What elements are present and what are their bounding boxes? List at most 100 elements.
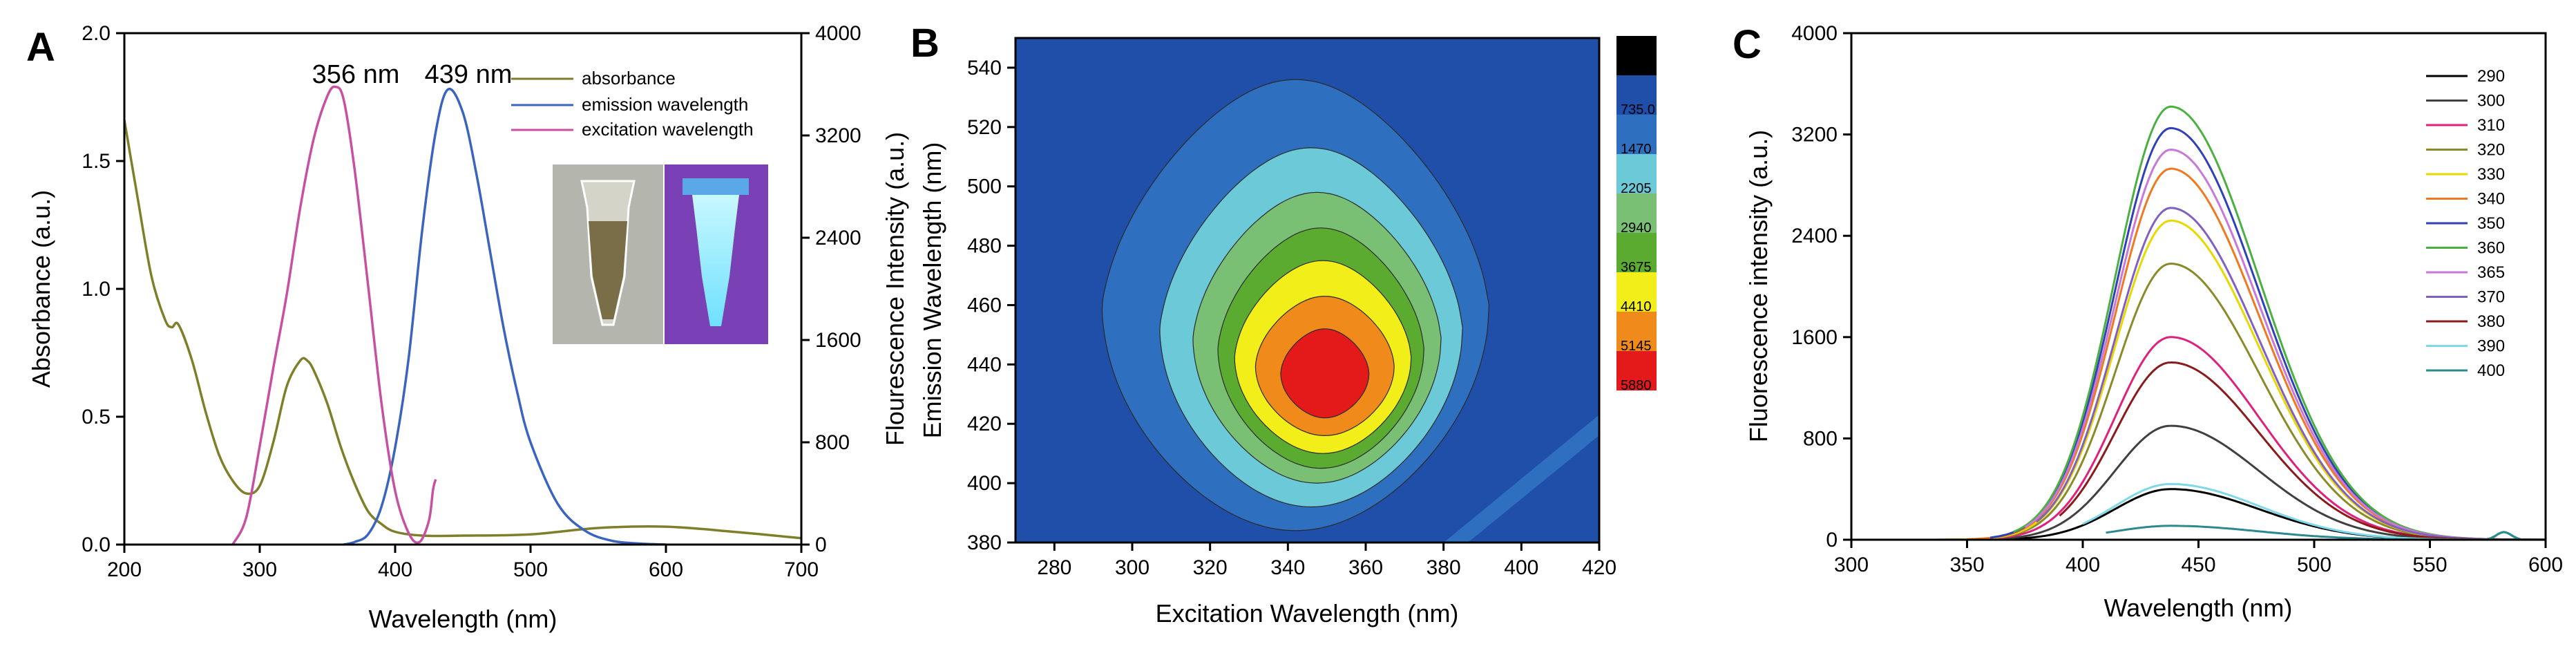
panel-a-ytick-label: 1.0 <box>82 278 111 301</box>
panel-c-xtick-label: 300 <box>1834 554 1869 576</box>
panel-a-legend: absorbance emission wavelength excitatio… <box>511 68 754 140</box>
panel-a-ytick-label: 2.0 <box>82 22 111 45</box>
colorbar-label: 1470 <box>1621 142 1652 157</box>
panel-c-xtick-label: 450 <box>2181 554 2215 576</box>
inset-photo <box>553 164 768 344</box>
panel-a-xtick-label: 200 <box>107 558 142 581</box>
legend-label-360: 360 <box>2477 239 2505 258</box>
colorbar-swatch <box>1616 233 1657 272</box>
colorbar-label: 5145 <box>1621 339 1652 354</box>
panel-c-ytick-label: 0 <box>1826 529 1838 551</box>
legend-label-370: 370 <box>2477 288 2505 307</box>
contour-level-5880 <box>1280 328 1370 419</box>
colorbar-swatch <box>1616 115 1657 154</box>
panel-b: B 280 300 320 340 360 380 400 420 380 400 420 440 46… <box>910 21 1657 628</box>
colorbar-label: 5880 <box>1621 378 1652 393</box>
panel-a-ytick-label: 1.5 <box>82 150 111 173</box>
contour-corner-band <box>1444 415 1599 542</box>
panel-c-ytick-label: 1600 <box>1791 326 1838 349</box>
panel-a-frame <box>123 32 803 546</box>
colorbar-label: 2940 <box>1621 220 1652 236</box>
panel-b-ytick-label: 460 <box>967 294 1002 317</box>
panel-a-xtick-label: 400 <box>378 558 412 581</box>
panel-a-y2tick-label: 1600 <box>815 329 861 352</box>
tube-daylight-liquid <box>589 221 627 319</box>
annotation-439nm: 439 nm <box>425 60 513 89</box>
legend-label-400: 400 <box>2477 361 2505 380</box>
panel-a-y2tick-label: 4000 <box>815 22 861 45</box>
panel-a: A 200 300 400 500 600 700 0.0 0.5 1.0 1.5 2.0 0 800 1… <box>26 22 909 633</box>
colorbar-label: 2205 <box>1621 181 1652 196</box>
absorbance-curve <box>124 120 801 540</box>
panel-b-xtick-label: 360 <box>1348 556 1383 579</box>
panel-b-ylabel: Emission Wavelength (nm) <box>918 142 946 439</box>
panel-b-ytick-label: 540 <box>967 57 1002 79</box>
emission-curve-340 <box>1967 167 2546 540</box>
panel-b-xtick-label: 380 <box>1427 556 1461 579</box>
panel-a-y2label: Flourescence Intensity (a.u.) <box>881 132 909 446</box>
panel-a-y2tick-label: 3200 <box>815 124 861 147</box>
legend-label-310: 310 <box>2477 116 2505 135</box>
excitation-curve <box>231 85 437 545</box>
emission-curve-300 <box>1851 424 2546 540</box>
panel-b-xlabel: Excitation Wavelength (nm) <box>1156 599 1459 628</box>
panel-c-ytick-label: 2400 <box>1791 225 1838 247</box>
colorbar-label: 3675 <box>1621 260 1652 275</box>
panel-b-xtick-label: 300 <box>1115 556 1149 579</box>
panel-c-xtick-label: 500 <box>2297 554 2331 576</box>
panel-b-xtick-label: 400 <box>1504 556 1538 579</box>
panel-c-letter: C <box>1733 22 1762 67</box>
panel-c-xtick-label: 400 <box>2065 554 2100 576</box>
panel-a-xtick-label: 300 <box>242 558 277 581</box>
colorbar-swatch <box>1616 154 1657 194</box>
panel-b-xtick-label: 320 <box>1193 556 1228 579</box>
emission-curve-310 <box>1898 336 2546 540</box>
emission-curve <box>343 87 667 545</box>
panel-c-xlabel: Wavelength (nm) <box>2104 594 2293 622</box>
panel-b-xtick-label: 280 <box>1037 556 1071 579</box>
colorbar-swatch <box>1616 36 1657 75</box>
panel-c-ytick-label: 4000 <box>1791 22 1838 45</box>
legend-label-excitation: excitation wavelength <box>582 119 754 140</box>
panel-b-ytick-label: 420 <box>967 413 1002 435</box>
panel-c-ytick-label: 3200 <box>1791 124 1838 147</box>
panel-a-ytick-label: 0.5 <box>82 406 111 428</box>
legend-label-390: 390 <box>2477 337 2505 356</box>
colorbar-swatch <box>1616 351 1657 390</box>
contour-plot <box>1015 38 1599 542</box>
panel-b-ytick-label: 520 <box>967 116 1002 139</box>
panel-c-ytick-label: 800 <box>1803 427 1838 450</box>
legend-label-300: 300 <box>2477 92 2505 111</box>
panel-b-ytick-label: 440 <box>967 353 1002 376</box>
panel-a-y2tick-label: 0 <box>815 534 827 556</box>
legend-label-380: 380 <box>2477 312 2505 331</box>
panel-c: C 300 350 400 450 500 550 600 0 800 1600 2400 3200 4… <box>1733 22 2563 622</box>
panel-b-ytick-label: 500 <box>967 176 1002 198</box>
emission-curve-290 <box>1851 488 2546 540</box>
legend-label-340: 340 <box>2477 190 2505 209</box>
panel-a-xtick-label: 600 <box>649 558 683 581</box>
panel-c-frame <box>1850 32 2547 541</box>
legend-label-350: 350 <box>2477 214 2505 233</box>
panel-b-ytick-label: 400 <box>967 472 1002 495</box>
panel-a-y2tick-label: 800 <box>815 431 850 454</box>
panel-b-xtick-label: 420 <box>1582 556 1616 579</box>
colorbar-swatch <box>1616 194 1657 233</box>
colorbar-swatch <box>1616 272 1657 312</box>
panel-c-ylabel: Fluorescence intensity (a.u.) <box>1744 130 1773 442</box>
legend-label-320: 320 <box>2477 141 2505 160</box>
legend-label-365: 365 <box>2477 263 2505 282</box>
panel-b-letter: B <box>910 21 939 66</box>
legend-label-absorbance: absorbance <box>582 68 676 88</box>
panel-c-legend: 290 300 310 320 330 340 350 360 365 370 380 390 400 <box>2426 67 2505 380</box>
panel-b-ytick-label: 380 <box>967 531 1002 554</box>
panel-a-ylabel: Absorbance (a.u.) <box>27 190 55 388</box>
panel-a-y2tick-label: 2400 <box>815 227 861 249</box>
tube-uv-glow <box>692 195 739 326</box>
panel-a-xtick-label: 700 <box>784 558 819 581</box>
colorbar-swatch <box>1616 75 1657 115</box>
panel-a-xtick-label: 500 <box>513 558 548 581</box>
panel-c-xtick-label: 600 <box>2528 554 2563 576</box>
panel-a-ytick-label: 0.0 <box>82 534 111 556</box>
annotation-356nm: 356 nm <box>312 60 400 89</box>
